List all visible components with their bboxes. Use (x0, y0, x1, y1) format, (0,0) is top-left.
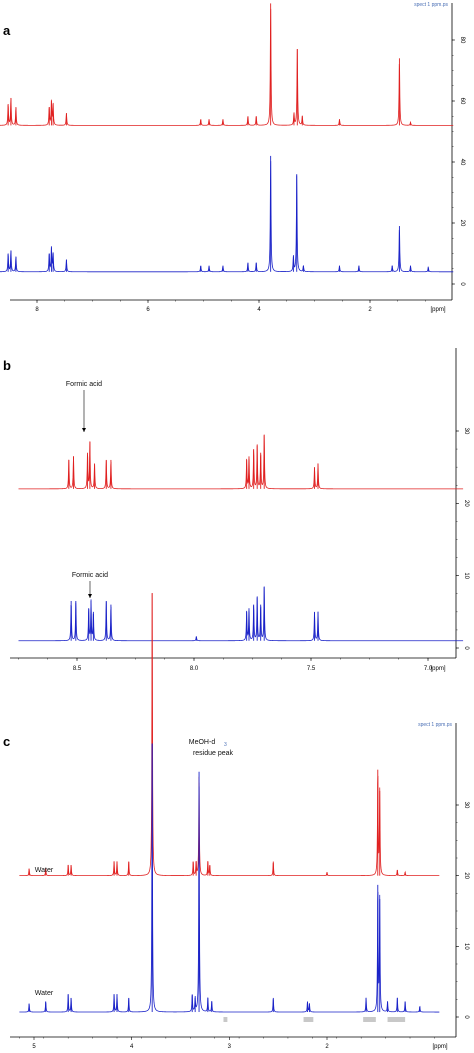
panel-b: b 8.5 8.0 7.5 7.0[ppm] 0 10 20 30 Formic acid Form… (3, 348, 469, 672)
x-tick-label: 5 (32, 1044, 36, 1050)
y-tick-label: 40 (459, 159, 465, 166)
y-tick-label: 10 (463, 943, 469, 950)
y-tick-label: 60 (459, 98, 465, 105)
water-label-red: Water (35, 867, 54, 874)
x-tick-label: 6 (146, 307, 150, 313)
arrow-head (88, 594, 92, 598)
x-tick-label: 2 (368, 307, 372, 313)
y-tick-label: 0 (463, 1015, 469, 1019)
y-tick-label: 0 (463, 646, 469, 650)
y-tick-label: 0 (459, 282, 465, 286)
residue-peak-label: residue peak (193, 750, 234, 757)
x-tick-label: 8 (35, 307, 39, 313)
y-tick-label: 20 (459, 220, 465, 227)
spectrum-red (19, 593, 440, 877)
panel-c: c spect 1 ppm.ps 5 4 3 2 [ppm] 0 10 20 30 MeOH-d 3 re… (3, 593, 469, 1050)
solvent-label: MeOH-d (189, 739, 216, 746)
integration-band (223, 1017, 228, 1022)
x-tick-label: 2 (325, 1044, 329, 1050)
x-tick-label: 7.0 (424, 666, 433, 672)
integration-band (363, 1017, 376, 1022)
x-tick-label: 4 (130, 1044, 134, 1050)
x-axis-unit: [ppm] (430, 666, 445, 672)
x-axis-unit: [ppm] (430, 307, 445, 313)
integration-band (387, 1017, 406, 1022)
corner-stamp: spect 1 ppm.ps (414, 2, 448, 8)
y-tick-label: 20 (463, 500, 469, 507)
spectrum-blue (18, 587, 464, 642)
x-tick-label: 3 (228, 1044, 232, 1050)
spectrum-red (18, 435, 464, 490)
formic-acid-label: Formic acid (66, 381, 102, 388)
y-tick-label: 80 (459, 37, 465, 44)
x-axis-unit: [ppm] (432, 1044, 447, 1050)
panel-label: a (3, 23, 11, 38)
x-tick-label: 8.5 (73, 666, 82, 672)
water-label-blue: Water (35, 990, 54, 997)
panel-a: a spect 1 ppm.ps 8 6 4 2 [ppm] 0 20 40 60 80 (0, 2, 465, 313)
solvent-label-subscript: 3 (224, 742, 227, 748)
formic-acid-label: Formic acid (72, 572, 108, 579)
y-tick-label: 30 (463, 428, 469, 435)
corner-stamp: spect 1 ppm.ps (418, 722, 452, 728)
spectrum-blue (19, 743, 440, 1013)
x-tick-label: 8.0 (190, 666, 199, 672)
y-tick-label: 10 (463, 572, 469, 579)
spectrum-red (0, 8, 454, 126)
spectrum-blue (0, 161, 454, 273)
x-tick-label: 4 (257, 307, 261, 313)
panel-label: b (3, 358, 11, 373)
arrow-head (82, 428, 86, 432)
x-tick-label: 7.5 (307, 666, 316, 672)
panel-label: c (3, 734, 10, 749)
integration-band (303, 1017, 314, 1022)
y-tick-label: 20 (463, 872, 469, 879)
y-tick-label: 30 (463, 802, 469, 809)
